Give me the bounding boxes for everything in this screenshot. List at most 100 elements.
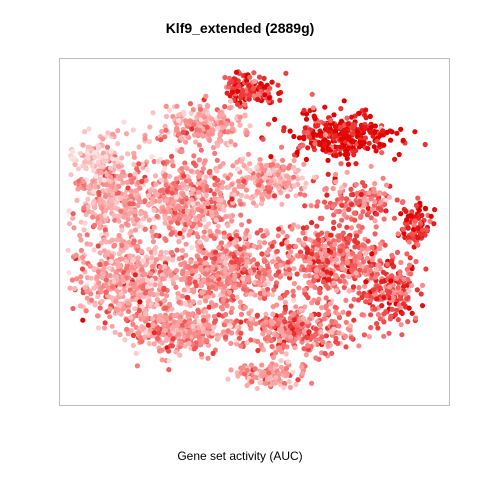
cell-point — [319, 305, 325, 311]
cell-point — [128, 188, 135, 194]
cell-point — [339, 265, 345, 271]
cell-point — [210, 275, 216, 281]
cell-point — [369, 251, 375, 257]
cell-point — [165, 324, 171, 330]
cell-point — [185, 287, 191, 293]
cell-point — [256, 182, 262, 188]
cell-point — [324, 269, 330, 275]
cell-point — [313, 274, 320, 280]
cell-point — [224, 318, 230, 324]
cell-point — [198, 244, 204, 250]
cell-point — [130, 201, 136, 207]
cell-point — [98, 213, 104, 219]
cell-point — [101, 325, 108, 331]
cell-point — [301, 267, 307, 273]
cell-point — [272, 380, 278, 386]
cell-point — [302, 236, 309, 242]
cell-point — [331, 219, 337, 225]
cell-point — [122, 288, 128, 294]
cell-point — [322, 132, 328, 138]
cell-point — [113, 298, 119, 304]
cell-point — [179, 166, 185, 172]
cell-point — [227, 323, 233, 329]
cell-point — [163, 127, 169, 133]
cell-point — [136, 307, 142, 314]
cell-point — [150, 239, 156, 245]
cell-point — [171, 217, 177, 223]
cell-point — [97, 197, 103, 203]
cell-point — [256, 239, 263, 245]
cell-point — [355, 297, 361, 303]
cell-point — [352, 244, 358, 250]
cell-point — [230, 163, 236, 169]
cell-point — [178, 340, 184, 347]
cell-point — [338, 106, 344, 112]
cell-point — [133, 324, 139, 331]
cell-point — [254, 261, 260, 267]
cell-point — [157, 188, 164, 194]
cell-point — [142, 271, 148, 277]
cell-point — [323, 295, 329, 301]
cell-point — [262, 380, 268, 386]
cell-point — [135, 330, 142, 336]
cell-point — [264, 376, 270, 382]
cell-point — [110, 131, 116, 137]
cell-point — [183, 241, 189, 247]
cell-point — [193, 268, 199, 274]
cell-point — [162, 263, 168, 269]
cell-point — [86, 126, 92, 132]
cell-point — [170, 324, 176, 330]
cell-point — [177, 205, 183, 211]
cell-point — [214, 187, 220, 193]
cell-point — [163, 182, 169, 188]
cell-point — [379, 303, 385, 309]
cell-point — [302, 192, 308, 198]
cell-point — [151, 207, 157, 213]
cell-point — [81, 259, 87, 265]
cell-point — [285, 359, 291, 365]
cell-point — [215, 223, 221, 229]
cell-point — [305, 343, 311, 349]
cell-point — [77, 150, 83, 157]
cell-point — [246, 92, 252, 98]
cell-point — [161, 208, 167, 214]
cell-point — [203, 224, 209, 230]
cell-point — [248, 321, 254, 328]
cell-point — [196, 157, 202, 163]
cell-point — [65, 247, 71, 253]
cell-point — [256, 74, 263, 80]
cell-point — [404, 266, 410, 272]
cell-point — [277, 295, 283, 301]
cell-point — [400, 137, 406, 143]
cell-point — [110, 284, 116, 290]
cell-point — [259, 362, 265, 368]
cell-point — [304, 246, 310, 252]
cell-point — [314, 300, 321, 306]
cell-point — [132, 306, 138, 312]
cell-point — [102, 320, 108, 326]
cell-point — [244, 130, 250, 136]
cell-point — [187, 329, 193, 335]
cell-point — [372, 123, 378, 129]
cell-point — [293, 244, 299, 250]
cell-point — [159, 291, 165, 297]
cell-point — [185, 333, 191, 339]
cell-point — [252, 366, 258, 372]
cell-point — [337, 248, 343, 254]
cell-point — [308, 203, 314, 209]
cell-point — [95, 269, 101, 275]
cell-point — [137, 299, 143, 305]
cell-point — [68, 172, 74, 178]
cell-point — [142, 290, 148, 296]
cell-point — [291, 330, 297, 337]
cell-point — [315, 199, 321, 205]
cell-point — [195, 169, 201, 175]
cell-point — [133, 264, 139, 270]
cell-point — [350, 124, 356, 130]
cell-point — [80, 142, 86, 148]
cell-point — [321, 199, 328, 205]
cell-point — [149, 154, 155, 160]
cell-point — [278, 358, 284, 364]
cell-point — [125, 216, 131, 222]
cell-point — [101, 177, 107, 183]
